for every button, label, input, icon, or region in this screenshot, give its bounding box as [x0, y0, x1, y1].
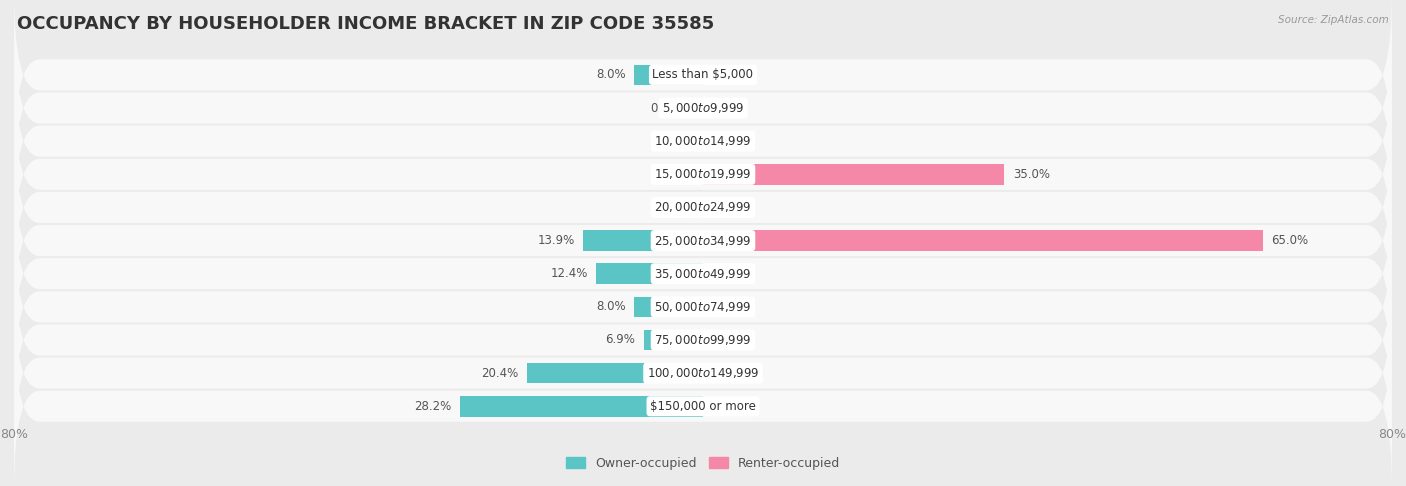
Text: 8.0%: 8.0%	[596, 300, 626, 313]
Text: $5,000 to $9,999: $5,000 to $9,999	[662, 101, 744, 115]
Text: 28.2%: 28.2%	[415, 400, 451, 413]
Bar	[703, 164, 1004, 185]
Text: Less than $5,000: Less than $5,000	[652, 69, 754, 81]
Text: $25,000 to $34,999: $25,000 to $34,999	[654, 234, 752, 247]
Bar	[692, 197, 703, 218]
Text: 0.0%: 0.0%	[711, 366, 741, 380]
FancyBboxPatch shape	[14, 190, 1392, 358]
Text: $150,000 or more: $150,000 or more	[650, 400, 756, 413]
Legend: Owner-occupied, Renter-occupied: Owner-occupied, Renter-occupied	[561, 452, 845, 475]
Text: $20,000 to $24,999: $20,000 to $24,999	[654, 200, 752, 214]
Text: $50,000 to $74,999: $50,000 to $74,999	[654, 300, 752, 314]
Bar	[644, 330, 703, 350]
Text: 0.0%: 0.0%	[711, 201, 741, 214]
Text: 0.87%: 0.87%	[650, 102, 688, 115]
Bar	[527, 363, 703, 383]
Text: 35.0%: 35.0%	[1012, 168, 1050, 181]
Text: 1.3%: 1.3%	[654, 201, 683, 214]
Text: OCCUPANCY BY HOUSEHOLDER INCOME BRACKET IN ZIP CODE 35585: OCCUPANCY BY HOUSEHOLDER INCOME BRACKET …	[17, 15, 714, 33]
FancyBboxPatch shape	[14, 322, 1392, 486]
FancyBboxPatch shape	[14, 0, 1392, 159]
Text: $35,000 to $49,999: $35,000 to $49,999	[654, 267, 752, 281]
Text: 0.0%: 0.0%	[711, 333, 741, 347]
Bar	[703, 230, 1263, 251]
Text: 0.0%: 0.0%	[711, 300, 741, 313]
Bar	[696, 98, 703, 118]
Text: 13.9%: 13.9%	[537, 234, 575, 247]
Text: 0.0%: 0.0%	[665, 135, 695, 148]
Bar	[596, 263, 703, 284]
FancyBboxPatch shape	[14, 90, 1392, 258]
Bar	[583, 230, 703, 251]
Text: $100,000 to $149,999: $100,000 to $149,999	[647, 366, 759, 380]
Text: 0.0%: 0.0%	[711, 400, 741, 413]
Text: $15,000 to $19,999: $15,000 to $19,999	[654, 167, 752, 181]
Text: 0.0%: 0.0%	[665, 168, 695, 181]
Text: 8.0%: 8.0%	[596, 69, 626, 81]
Text: 0.0%: 0.0%	[711, 267, 741, 280]
FancyBboxPatch shape	[14, 256, 1392, 424]
Text: 20.4%: 20.4%	[481, 366, 519, 380]
Text: 0.0%: 0.0%	[711, 69, 741, 81]
Text: Source: ZipAtlas.com: Source: ZipAtlas.com	[1278, 15, 1389, 25]
Text: $10,000 to $14,999: $10,000 to $14,999	[654, 134, 752, 148]
Bar	[460, 396, 703, 417]
Text: 65.0%: 65.0%	[1271, 234, 1309, 247]
FancyBboxPatch shape	[14, 289, 1392, 457]
FancyBboxPatch shape	[14, 156, 1392, 325]
Bar	[634, 296, 703, 317]
FancyBboxPatch shape	[14, 223, 1392, 391]
Text: 12.4%: 12.4%	[550, 267, 588, 280]
Bar	[634, 65, 703, 85]
Text: 0.0%: 0.0%	[711, 135, 741, 148]
Text: 0.0%: 0.0%	[711, 102, 741, 115]
FancyBboxPatch shape	[14, 24, 1392, 192]
FancyBboxPatch shape	[14, 57, 1392, 225]
Text: 6.9%: 6.9%	[605, 333, 636, 347]
Text: $75,000 to $99,999: $75,000 to $99,999	[654, 333, 752, 347]
FancyBboxPatch shape	[14, 123, 1392, 291]
